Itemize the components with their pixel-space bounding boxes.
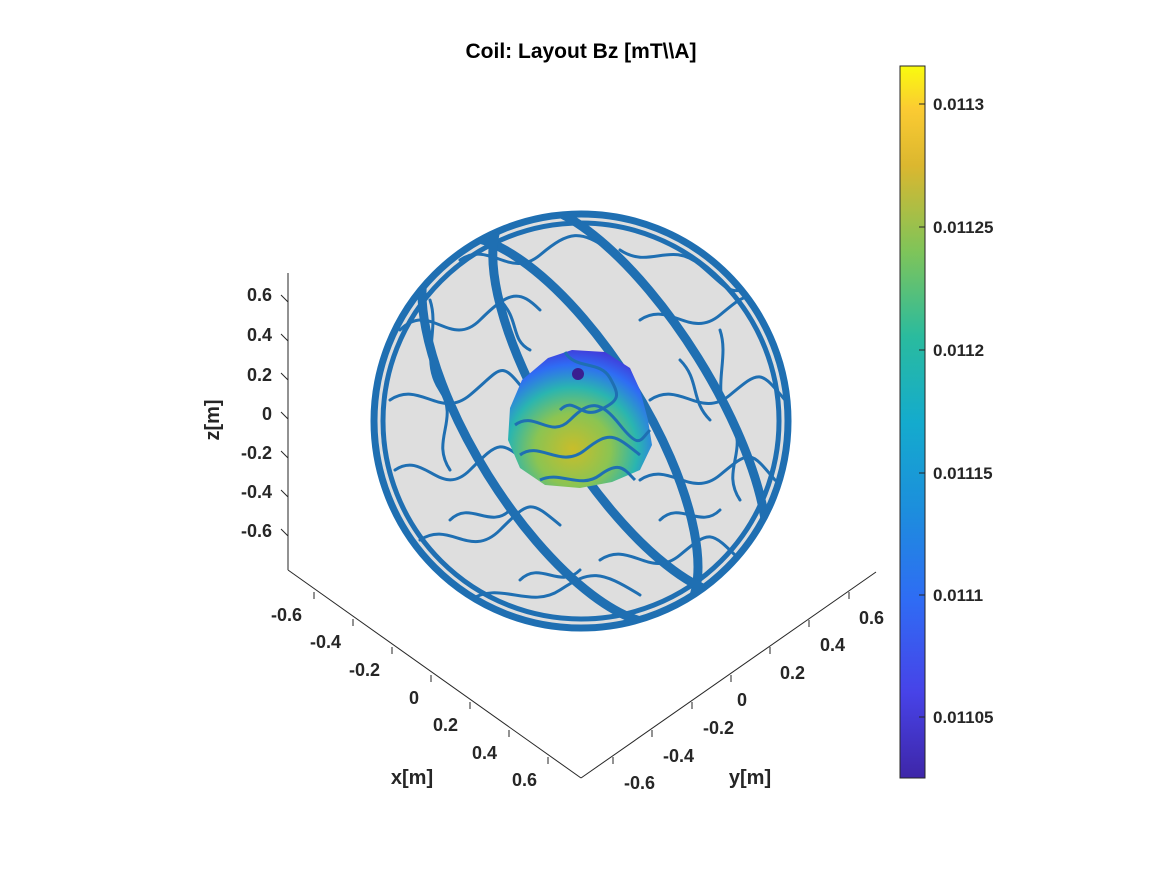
z-tick-label: -0.2 xyxy=(241,443,272,463)
x-axis: -0.6 -0.4 -0.2 0 0.2 0.4 0.6 x[m] xyxy=(271,592,549,790)
y-tick-label: -0.6 xyxy=(624,773,655,793)
y-tick-label: -0.4 xyxy=(663,746,694,766)
y-axis: -0.6 -0.4 -0.2 0 0.2 0.4 0.6 y[m] xyxy=(612,592,884,793)
y-tick-label: 0.2 xyxy=(780,663,805,683)
y-tick-label: 0 xyxy=(737,690,747,710)
z-tick-label: 0 xyxy=(262,404,272,424)
z-tick-label: 0.4 xyxy=(247,325,272,345)
colorbar-tick-label: 0.01105 xyxy=(933,708,994,727)
x-tick-label: 0.6 xyxy=(512,770,537,790)
colorbar-tick-label: 0.0113 xyxy=(933,95,984,114)
chart-title: Coil: Layout Bz [mT\\A] xyxy=(466,40,697,63)
colorbar-tick-label: 0.0111 xyxy=(933,586,983,605)
x-tick-label: -0.4 xyxy=(310,632,341,652)
z-tick-label: -0.4 xyxy=(241,482,272,502)
y-tick-label: 0.4 xyxy=(820,635,845,655)
coil-wire xyxy=(519,435,641,459)
z-tick-label: -0.6 xyxy=(241,521,272,541)
x-tick-label: -0.2 xyxy=(349,660,380,680)
x-tick-label: 0.2 xyxy=(433,715,458,735)
coil-wire xyxy=(539,465,637,483)
x-tick-label: 0 xyxy=(409,688,419,708)
colorbar-tick-label: 0.01125 xyxy=(933,218,994,237)
field-point-marker xyxy=(572,368,584,380)
colorbar: 0.0113 0.01125 0.0112 0.01115 0.0111 0.0… xyxy=(899,65,994,779)
y-axis-label: y[m] xyxy=(729,767,771,789)
x-axis-line xyxy=(287,569,582,779)
coil-wire xyxy=(558,351,619,414)
z-axis-label: z[m] xyxy=(202,399,224,440)
z-tick-label: 0.6 xyxy=(247,285,272,305)
x-axis-label: x[m] xyxy=(391,767,433,789)
coil-wire xyxy=(388,294,562,543)
coil-wire xyxy=(598,248,787,565)
y-tick-label: -0.2 xyxy=(703,718,734,738)
colorbar-tick-label: 0.0112 xyxy=(933,341,984,360)
y-axis-line xyxy=(580,571,877,779)
colorbar-tick-label: 0.01115 xyxy=(933,464,993,483)
bz-patch-wires xyxy=(514,351,652,483)
x-tick-label: -0.6 xyxy=(271,605,302,625)
y-tick-label: 0.6 xyxy=(859,608,884,628)
axes-3d xyxy=(287,273,877,779)
coil-sphere xyxy=(370,210,792,632)
x-tick-label: 0.4 xyxy=(472,743,497,763)
z-axis: 0.6 0.4 0.2 0 -0.2 -0.4 -0.6 z[m] xyxy=(202,285,289,541)
coil-wire xyxy=(514,404,652,443)
colorbar-gradient xyxy=(899,65,926,779)
coil-wire xyxy=(448,298,722,582)
coil-wire xyxy=(428,234,742,602)
z-tick-label: 0.2 xyxy=(247,365,272,385)
